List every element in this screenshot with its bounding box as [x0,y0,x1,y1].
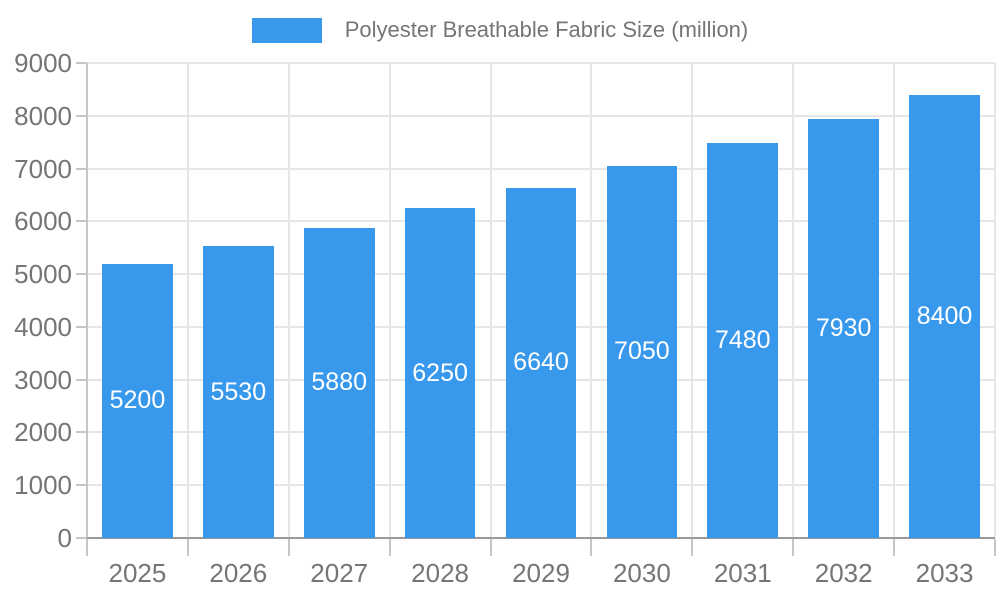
y-tick-label: 8000 [14,100,72,131]
x-axis-line [87,537,995,539]
y-axis-line [86,63,88,556]
y-tick-mark [76,114,87,117]
y-tick-label: 1000 [14,470,72,501]
y-tick-mark [76,273,87,276]
x-tick-mark [186,539,189,556]
x-gridline [893,63,896,538]
x-tick-label: 2027 [310,558,369,588]
x-tick-mark [388,539,391,556]
y-tick-label: 2000 [14,417,72,448]
y-tick-mark [76,325,87,328]
bar-value-label: 7480 [714,326,771,355]
bar[interactable]: 6640 [505,187,577,538]
x-gridline [994,63,996,538]
y-tick-mark [76,167,87,170]
x-tick-mark [287,539,290,556]
bar-value-label: 6640 [513,348,569,377]
y-gridline [87,62,995,64]
x-tick-mark [590,539,593,556]
x-gridline [590,63,593,538]
y-tick-mark [76,378,87,381]
y-tick-label: 5000 [14,259,72,290]
legend-item[interactable]: Polyester Breathable Fabric Size (millio… [251,17,749,43]
legend: Polyester Breathable Fabric Size (millio… [0,17,1000,43]
x-gridline [489,63,492,538]
y-tick-label: 4000 [14,311,72,342]
bar[interactable]: 7050 [606,165,678,538]
x-tick-label: 2025 [108,558,167,588]
x-gridline [186,63,189,538]
x-tick-mark [893,539,896,556]
bar[interactable]: 8400 [909,94,980,538]
x-tick-label: 2031 [713,558,772,588]
y-tick-mark [76,62,87,64]
bar[interactable]: 7930 [808,119,879,538]
x-gridline [792,63,795,538]
x-tick-label: 2030 [612,558,671,588]
x-tick-mark [489,539,492,556]
bar[interactable]: 5200 [102,263,173,538]
x-tick-label: 2029 [512,558,570,588]
y-gridline [87,114,995,117]
x-tick-label: 2033 [915,558,974,588]
x-tick-mark [792,539,795,556]
legend-label: Polyester Breathable Fabric Size (millio… [344,17,749,42]
bar[interactable]: 7480 [707,143,779,538]
bar-value-label: 5530 [210,377,267,406]
x-gridline [691,63,694,538]
y-gridline [87,167,995,170]
bar[interactable]: 6250 [404,208,476,538]
y-tick-mark [76,431,87,434]
bar-value-label: 6250 [412,358,468,387]
bar-value-label: 5880 [311,368,368,397]
bar-value-label: 8400 [916,301,973,330]
bar[interactable]: 5880 [303,227,375,538]
x-tick-label: 2028 [411,558,470,588]
y-tick-label: 6000 [14,206,72,237]
bar-value-label: 7050 [614,337,670,366]
x-tick-label: 2026 [209,558,268,588]
y-tick-mark [76,220,87,223]
bar[interactable]: 5530 [203,246,274,538]
bar-value-label: 7930 [815,314,872,343]
y-tick-label: 7000 [14,153,72,184]
y-tick-label: 9000 [14,48,72,78]
bar-value-label: 5200 [109,386,166,415]
y-tick-mark [76,484,87,487]
x-tick-mark [691,539,694,556]
x-tick-label: 2032 [814,558,873,588]
x-gridline [388,63,391,538]
y-tick-mark [76,537,87,539]
x-tick-mark [994,539,996,556]
x-gridline [287,63,290,538]
y-tick-label: 0 [57,523,72,553]
y-tick-label: 3000 [14,364,72,395]
legend-swatch-icon [251,17,322,43]
